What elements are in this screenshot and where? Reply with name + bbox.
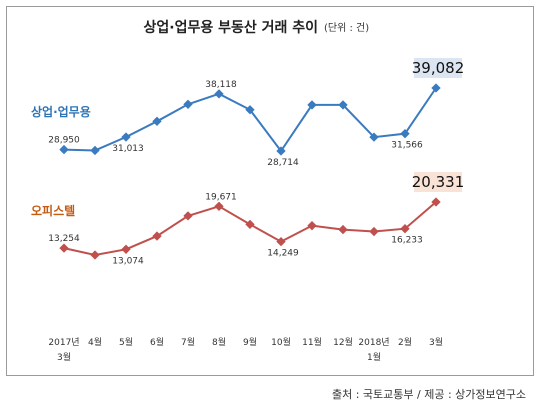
data-label-0-11: 31,566	[391, 141, 423, 151]
data-label-1-7: 14,249	[267, 249, 299, 259]
data-point-1-8	[307, 221, 317, 231]
x-tick-label-9: 12월	[333, 336, 353, 348]
data-point-0-5	[214, 89, 224, 99]
x-tick-label-10-0: 2018년	[358, 337, 389, 348]
data-point-1-0	[59, 243, 69, 253]
highlight-box-1	[414, 172, 462, 192]
x-tick-label-10-1: 1월	[367, 351, 381, 363]
data-point-0-11	[400, 129, 410, 139]
data-point-1-4	[183, 211, 193, 221]
data-label-0-7: 28,714	[267, 158, 299, 168]
data-label-0-5: 38,118	[205, 80, 237, 90]
x-tick-label-3: 6월	[150, 336, 164, 348]
data-label-0-0: 28,950	[48, 136, 80, 146]
x-tick-label-11: 2월	[398, 336, 412, 348]
x-tick-label-1: 4월	[88, 336, 102, 348]
x-tick-label-6: 9월	[243, 336, 257, 348]
data-label-1-11: 16,233	[391, 236, 423, 246]
data-label-1-0: 13,254	[48, 234, 80, 244]
data-label-1-5: 19,671	[205, 192, 237, 202]
data-point-0-6	[245, 105, 255, 115]
x-tick-label-12: 3월	[429, 336, 443, 348]
data-point-1-7	[276, 236, 286, 247]
x-tick-label-8: 11월	[302, 336, 322, 348]
series-line-0	[63, 87, 437, 153]
data-point-1-12	[431, 197, 441, 207]
chart-title: 상업·업무용 부동산 거래 추이	[144, 19, 319, 36]
data-point-0-0	[59, 144, 69, 155]
data-label-1-2: 13,074	[112, 256, 144, 266]
x-tick-label-2: 5월	[119, 336, 133, 348]
highlight-box-0	[414, 58, 462, 78]
data-label-0-2: 31,013	[112, 144, 144, 154]
data-point-0-4	[183, 99, 193, 109]
data-point-1-6	[245, 219, 255, 230]
data-label-1-12: 20,331	[412, 173, 465, 191]
x-tick-label-0-0: 2017년	[48, 337, 79, 348]
data-point-0-2	[121, 132, 131, 142]
x-tick-label-7: 10월	[271, 336, 291, 348]
data-point-0-3	[152, 116, 162, 126]
chart-unit: (단위 : 건)	[324, 21, 369, 34]
x-tick-label-0-1: 3월	[57, 351, 71, 363]
data-point-1-3	[152, 231, 162, 241]
source-note: 출처 : 국토교통부 / 제공 : 상가정보연구소	[331, 388, 526, 401]
series-name-0: 상업·업무용	[31, 104, 91, 119]
data-point-0-1	[90, 145, 100, 156]
data-point-1-10	[369, 226, 379, 237]
data-label-0-12: 39,082	[412, 59, 465, 77]
x-tick-label-5: 8월	[212, 336, 226, 348]
series-name-1: 오피스텔	[31, 203, 75, 218]
data-point-0-12	[431, 83, 441, 93]
data-point-1-1	[90, 250, 100, 260]
data-point-1-5	[214, 201, 224, 211]
data-point-0-7	[276, 146, 286, 156]
data-point-1-9	[338, 224, 348, 235]
data-point-1-2	[121, 244, 131, 254]
x-tick-label-4: 7월	[181, 336, 195, 348]
